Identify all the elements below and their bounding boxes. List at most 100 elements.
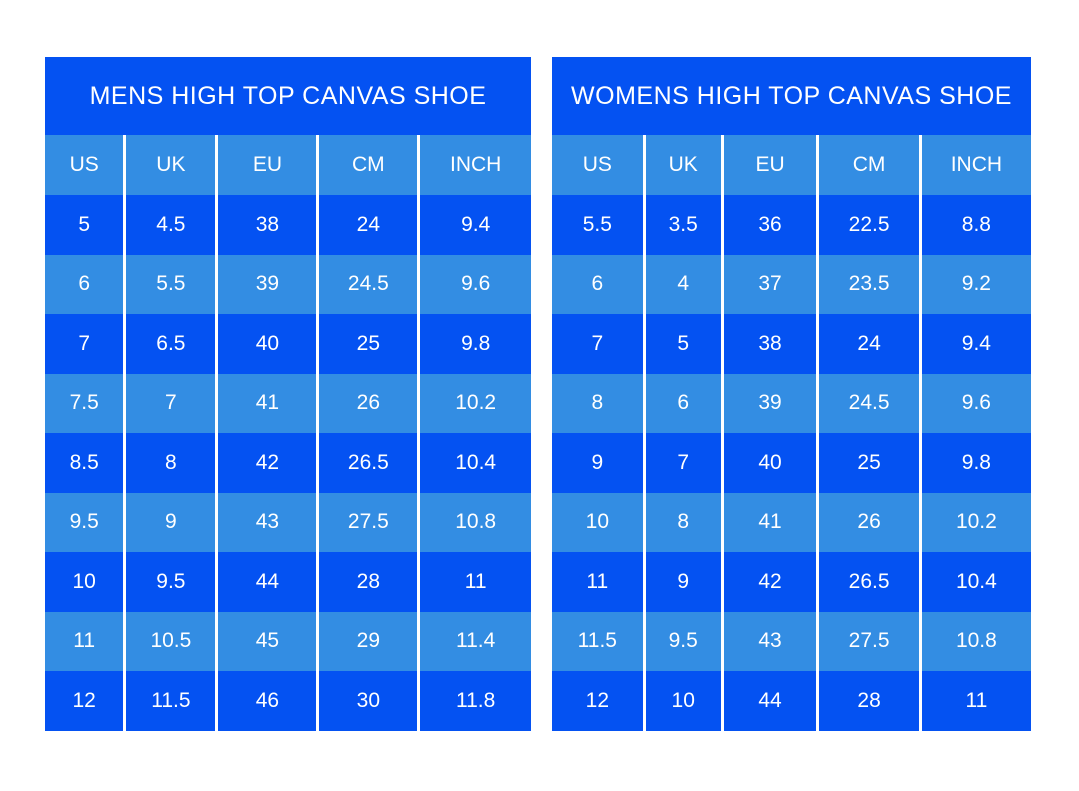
table-cell: 46 bbox=[218, 671, 317, 731]
table-cell: 3.5 bbox=[645, 195, 721, 255]
table-cell: 7 bbox=[645, 433, 721, 493]
table-cell: 4.5 bbox=[126, 195, 216, 255]
table-cell: 39 bbox=[723, 373, 817, 433]
table-cell: 43 bbox=[723, 611, 817, 671]
table-cell: 36 bbox=[723, 195, 817, 255]
table-cell: 25 bbox=[319, 314, 418, 374]
table-cell: 30 bbox=[319, 671, 418, 731]
table-cell: 40 bbox=[218, 314, 317, 374]
table-cell: 38 bbox=[723, 314, 817, 374]
column-header: UK bbox=[126, 135, 216, 195]
table-cell: 42 bbox=[723, 552, 817, 612]
table-cell: 5 bbox=[645, 314, 721, 374]
column-header: EU bbox=[723, 135, 817, 195]
table-cell: 43 bbox=[218, 492, 317, 552]
table-cell: 12 bbox=[45, 671, 124, 731]
table-cell: 41 bbox=[723, 492, 817, 552]
table-cell: 5 bbox=[45, 195, 124, 255]
table-cell: 11 bbox=[45, 611, 124, 671]
column-header: INCH bbox=[921, 135, 1031, 195]
table-cell: 9.4 bbox=[921, 314, 1031, 374]
table-cell: 8 bbox=[552, 373, 643, 433]
table-cell: 6 bbox=[645, 373, 721, 433]
table-cell: 27.5 bbox=[319, 492, 418, 552]
table-cell: 8.5 bbox=[45, 433, 124, 493]
table-cell: 11.8 bbox=[420, 671, 531, 731]
column-header: EU bbox=[218, 135, 317, 195]
womens-table-title: WOMENS HIGH TOP CANVAS SHOE bbox=[552, 57, 1031, 135]
table-cell: 26 bbox=[319, 373, 418, 433]
table-cell: 7 bbox=[552, 314, 643, 374]
table-cell: 10.8 bbox=[420, 492, 531, 552]
table-cell: 10.8 bbox=[921, 611, 1031, 671]
table-cell: 9.5 bbox=[126, 552, 216, 612]
table-cell: 24.5 bbox=[819, 373, 919, 433]
table-cell: 24 bbox=[319, 195, 418, 255]
table-cell: 39 bbox=[218, 254, 317, 314]
table-cell: 42 bbox=[218, 433, 317, 493]
column-header: UK bbox=[645, 135, 721, 195]
table-cell: 10.5 bbox=[126, 611, 216, 671]
table-cell: 22.5 bbox=[819, 195, 919, 255]
table-cell: 23.5 bbox=[819, 254, 919, 314]
column-header: US bbox=[552, 135, 643, 195]
table-cell: 6 bbox=[552, 254, 643, 314]
column-header: CM bbox=[819, 135, 919, 195]
womens-table-grid: US UK EU CM INCH 5.5 3.5 36 22.5 8.8 6 4 37 23.5 9.2 7 5… bbox=[552, 135, 1031, 731]
table-cell: 9 bbox=[552, 433, 643, 493]
table-cell: 9.5 bbox=[645, 611, 721, 671]
table-cell: 9 bbox=[645, 552, 721, 612]
table-cell: 11 bbox=[921, 671, 1031, 731]
table-cell: 24 bbox=[819, 314, 919, 374]
table-cell: 5.5 bbox=[126, 254, 216, 314]
table-cell: 9.8 bbox=[921, 433, 1031, 493]
table-cell: 5.5 bbox=[552, 195, 643, 255]
table-cell: 26 bbox=[819, 492, 919, 552]
mens-table-title: MENS HIGH TOP CANVAS SHOE bbox=[45, 57, 531, 135]
table-cell: 9.2 bbox=[921, 254, 1031, 314]
table-cell: 11.5 bbox=[552, 611, 643, 671]
mens-size-table: MENS HIGH TOP CANVAS SHOE US UK EU CM INCH 5 4… bbox=[45, 57, 531, 731]
table-cell: 7 bbox=[126, 373, 216, 433]
table-cell: 12 bbox=[552, 671, 643, 731]
table-cell: 26.5 bbox=[319, 433, 418, 493]
table-cell: 7 bbox=[45, 314, 124, 374]
table-cell: 45 bbox=[218, 611, 317, 671]
table-cell: 44 bbox=[218, 552, 317, 612]
table-cell: 10 bbox=[645, 671, 721, 731]
table-cell: 27.5 bbox=[819, 611, 919, 671]
table-cell: 25 bbox=[819, 433, 919, 493]
table-cell: 11.4 bbox=[420, 611, 531, 671]
table-cell: 11 bbox=[420, 552, 531, 612]
table-cell: 29 bbox=[319, 611, 418, 671]
table-cell: 9.8 bbox=[420, 314, 531, 374]
table-cell: 9 bbox=[126, 492, 216, 552]
table-cell: 28 bbox=[819, 671, 919, 731]
column-header: US bbox=[45, 135, 124, 195]
column-header: CM bbox=[319, 135, 418, 195]
table-cell: 26.5 bbox=[819, 552, 919, 612]
table-cell: 8 bbox=[126, 433, 216, 493]
table-cell: 24.5 bbox=[319, 254, 418, 314]
table-cell: 28 bbox=[319, 552, 418, 612]
table-cell: 11 bbox=[552, 552, 643, 612]
table-cell: 10.4 bbox=[921, 552, 1031, 612]
table-cell: 10 bbox=[552, 492, 643, 552]
table-cell: 10.2 bbox=[420, 373, 531, 433]
table-cell: 11.5 bbox=[126, 671, 216, 731]
mens-table-grid: US UK EU CM INCH 5 4.5 38 24 9.4 6 5.5 39 24.5 9.6 7 6.5… bbox=[45, 135, 531, 731]
table-cell: 8.8 bbox=[921, 195, 1031, 255]
table-cell: 9.6 bbox=[921, 373, 1031, 433]
table-cell: 9.5 bbox=[45, 492, 124, 552]
table-cell: 10 bbox=[45, 552, 124, 612]
table-cell: 7.5 bbox=[45, 373, 124, 433]
table-cell: 37 bbox=[723, 254, 817, 314]
table-cell: 8 bbox=[645, 492, 721, 552]
table-cell: 6.5 bbox=[126, 314, 216, 374]
table-cell: 10.2 bbox=[921, 492, 1031, 552]
table-cell: 40 bbox=[723, 433, 817, 493]
table-cell: 4 bbox=[645, 254, 721, 314]
womens-size-table: WOMENS HIGH TOP CANVAS SHOE US UK EU CM INCH… bbox=[552, 57, 1031, 731]
table-cell: 10.4 bbox=[420, 433, 531, 493]
